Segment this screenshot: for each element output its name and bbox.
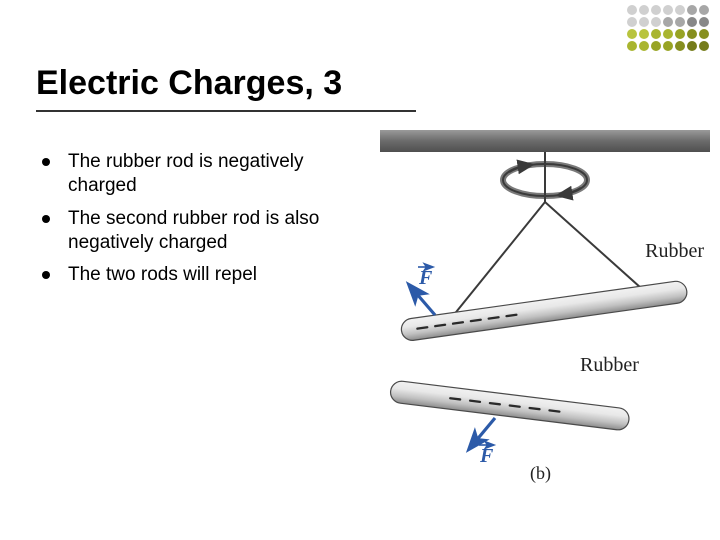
support-bar [380, 130, 710, 152]
bullet-icon [42, 158, 50, 166]
decor-dot [699, 29, 709, 39]
decor-dot [699, 17, 709, 27]
rod-lower [389, 380, 630, 431]
decor-dot [651, 41, 661, 51]
label-rubber-top: Rubber [645, 240, 704, 263]
decor-dot [651, 5, 661, 15]
decor-dot [687, 17, 697, 27]
decor-dot [675, 17, 685, 27]
bullet-icon [42, 215, 50, 223]
decor-dot [675, 29, 685, 39]
slide: Electric Charges, 3 The rubber rod is ne… [0, 0, 720, 540]
decor-dot [663, 5, 673, 15]
force-lower: F [470, 418, 495, 467]
list-item: The two rods will repel [42, 263, 362, 287]
figure: F F [380, 130, 710, 490]
decor-dot [627, 5, 637, 15]
slide-title: Electric Charges, 3 [36, 64, 342, 103]
list-item: The second rubber rod is also negatively… [42, 207, 362, 256]
decor-dot [627, 17, 637, 27]
decor-dot [651, 17, 661, 27]
bullet-list: The rubber rod is negatively charged The… [42, 150, 362, 296]
bullet-icon [42, 271, 50, 279]
decor-dot [663, 41, 673, 51]
decor-dot [627, 41, 637, 51]
decor-dot [675, 41, 685, 51]
decor-dot [699, 41, 709, 51]
force-upper: F [410, 267, 435, 315]
list-item: The rubber rod is negatively charged [42, 150, 362, 199]
decor-dot [627, 29, 637, 39]
decor-dot [663, 17, 673, 27]
decor-dot [639, 41, 649, 51]
decor-dot [687, 5, 697, 15]
bullet-text: The rubber rod is negatively charged [68, 150, 362, 199]
decor-dot [687, 29, 697, 39]
decor-dot [639, 5, 649, 15]
title-underline [36, 110, 416, 112]
label-rubber-bottom: Rubber [580, 354, 639, 377]
rod-upper [400, 280, 688, 342]
decor-dot [699, 5, 709, 15]
svg-text:F: F [479, 445, 494, 467]
figure-svg: F F [380, 130, 710, 490]
decor-dot [687, 41, 697, 51]
bullet-text: The second rubber rod is also negatively… [68, 207, 362, 256]
decor-dot [651, 29, 661, 39]
decor-dot-grid [626, 4, 710, 52]
figure-caption: (b) [530, 463, 551, 484]
decor-dot [639, 29, 649, 39]
decor-dot [639, 17, 649, 27]
bullet-text: The two rods will repel [68, 263, 257, 287]
decor-dot [675, 5, 685, 15]
decor-dot [663, 29, 673, 39]
svg-text:F: F [418, 267, 433, 289]
